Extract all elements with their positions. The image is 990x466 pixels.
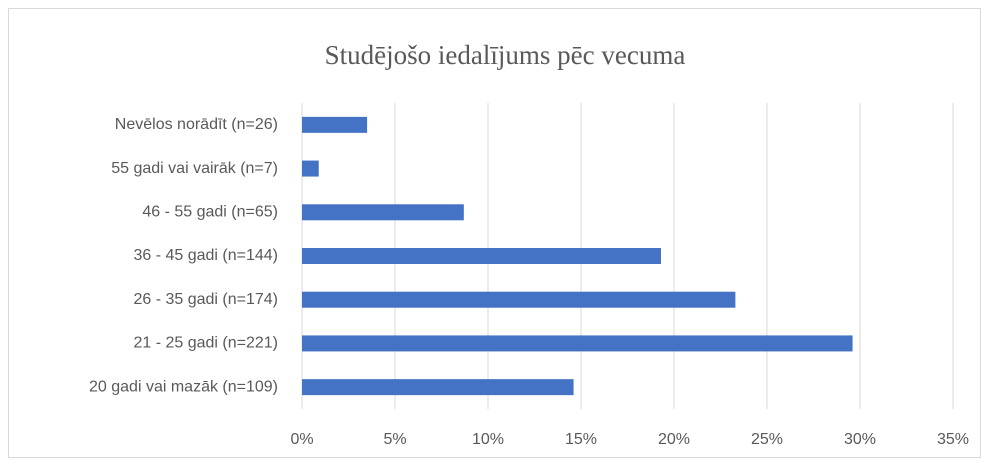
- chart-title: Studējošo iedalījums pēc vecuma: [325, 40, 686, 70]
- y-tick-label: 26 - 35 gadi (n=174): [133, 291, 278, 308]
- x-tick-label: 10%: [472, 431, 504, 448]
- x-tick-label: 25%: [751, 431, 783, 448]
- bar: [302, 116, 368, 133]
- bar: [302, 335, 853, 352]
- x-tick-label: 20%: [658, 431, 690, 448]
- bar: [302, 379, 574, 396]
- x-tick-label: 0%: [290, 431, 313, 448]
- y-tick-label: 20 gadi vai mazāk (n=109): [89, 378, 278, 395]
- bar: [302, 248, 661, 264]
- x-tick-label: 35%: [937, 431, 969, 448]
- y-tick-label: 21 - 25 gadi (n=221): [133, 335, 278, 352]
- y-tick-label: 46 - 55 gadi (n=65): [142, 204, 278, 221]
- x-tick-label: 5%: [383, 431, 406, 448]
- bar: [302, 291, 736, 308]
- bar: [302, 160, 319, 177]
- y-tick-label: Nevēlos norādīt (n=26): [115, 116, 278, 133]
- x-tick-label: 15%: [565, 431, 597, 448]
- bar: [302, 204, 464, 221]
- y-tick-label: 55 gadi vai vairāk (n=7): [111, 160, 278, 177]
- y-tick-label: 36 - 45 gadi (n=144): [133, 247, 278, 264]
- x-tick-label: 30%: [844, 431, 876, 448]
